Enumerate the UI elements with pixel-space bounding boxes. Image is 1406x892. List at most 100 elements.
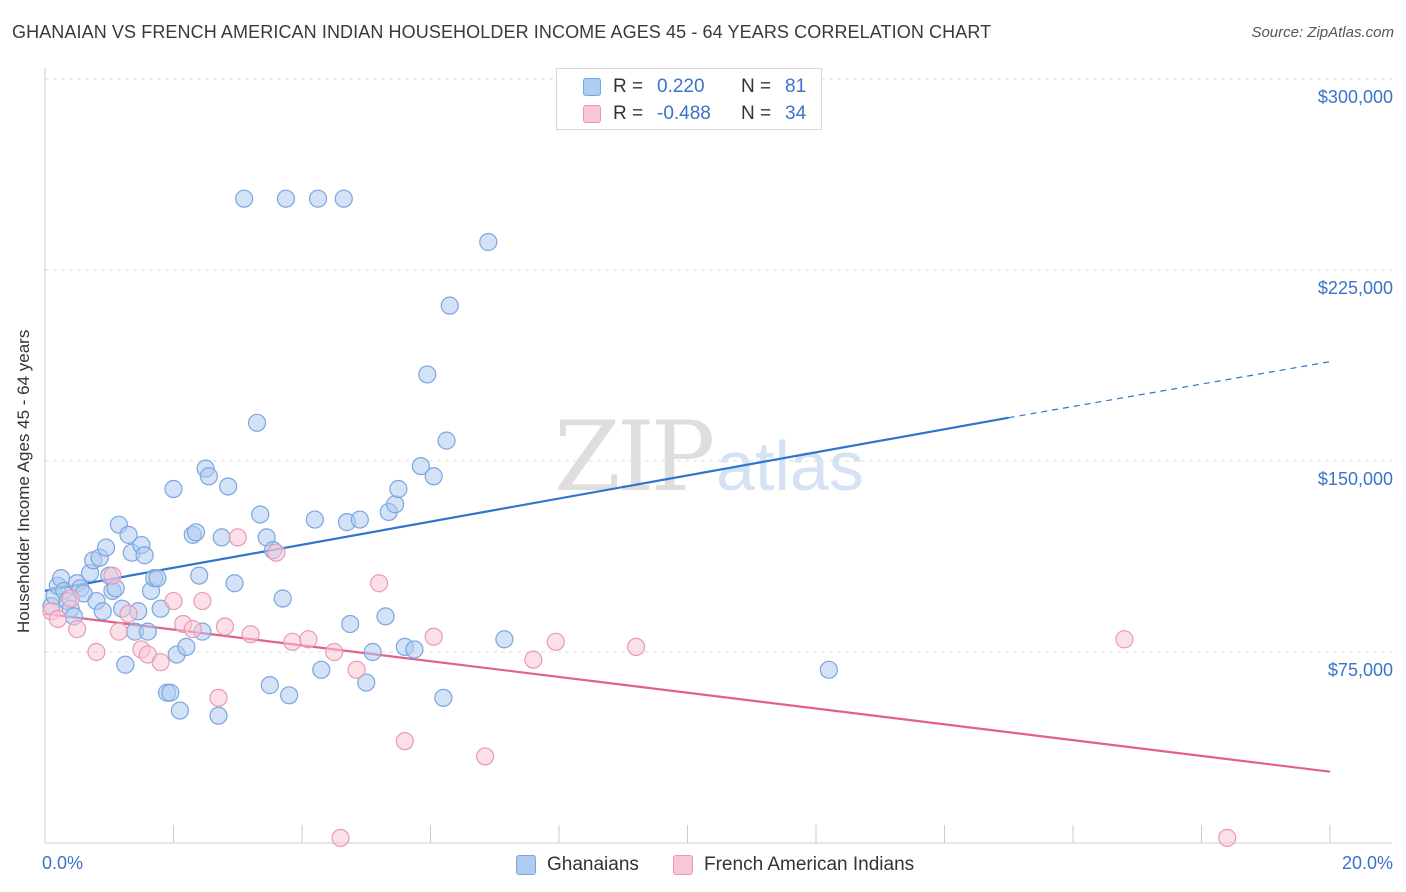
data-point [170,701,190,720]
data-point [495,630,514,649]
y-tick-label: $75,000 [1328,660,1393,680]
data-point [61,589,80,608]
data-point [280,686,299,705]
data-point [164,479,183,499]
data-point [148,569,167,588]
chart-title: GHANAIAN VS FRENCH AMERICAN INDIAN HOUSE… [12,22,992,42]
data-point [440,296,459,315]
series-points-ghanaians [42,189,838,725]
data-point [212,528,231,547]
data-point [1218,828,1237,848]
data-point [411,456,430,476]
data-point [424,467,443,486]
data-point [119,604,138,623]
data-point [151,653,170,672]
data-point [177,637,196,657]
data-point [357,673,376,692]
legend-swatch-french-american-indians [583,105,601,123]
data-point [819,660,838,679]
data-point [424,627,443,646]
watermark: ZIP atlas [554,401,864,513]
series-label-french-american-indians: French American Indians [704,854,915,875]
data-point [199,467,218,486]
legend-n-label: N = [741,76,772,97]
legend-r-label: R = [613,103,644,124]
data-point [267,543,286,562]
data-point [209,706,228,725]
axes [44,68,1392,844]
data-point [363,642,382,662]
data-point [626,637,646,657]
source-label: Source: ZipAtlas.com [1251,24,1394,41]
data-point [418,365,437,384]
data-point [68,619,87,639]
data-point [241,625,260,644]
data-point [260,676,279,695]
data-point [524,650,543,669]
y-tick-label: $300,000 [1318,87,1393,107]
data-point [183,619,202,639]
data-point [164,591,183,611]
data-point [331,828,350,848]
data-point [437,431,456,450]
data-points [42,189,1237,848]
data-point [225,574,244,593]
data-point [109,622,128,641]
data-point [479,232,498,252]
data-point [103,566,122,585]
legend-r-value: -0.488 [657,103,711,124]
data-point [308,189,328,208]
data-point [96,538,116,557]
trend-line-ghanaians [44,416,1009,592]
data-point [186,523,206,542]
trend-line-french-american-indians [44,612,1331,773]
data-point [325,642,344,662]
series-swatch-ghanaians [516,855,536,875]
stats-legend: R = 0.220 N = 81 R = -0.488 N = 34 [556,68,822,130]
data-point [193,591,212,611]
data-point [135,546,154,565]
data-point [312,660,331,679]
data-point [347,660,366,679]
data-point [386,495,405,514]
data-point [119,525,138,544]
y-axis-title: Householder Income Ages 45 - 64 years [14,329,33,633]
data-point [395,732,414,751]
data-point [276,189,296,208]
data-point [93,602,112,621]
y-tick-label: $150,000 [1318,469,1393,489]
series-legend-french-american-indians[interactable]: French American Indians [673,852,914,878]
data-point [434,688,453,707]
series-points-french-american-indians [42,528,1237,848]
data-point [273,589,292,608]
data-point [1115,630,1134,649]
data-point [334,189,353,208]
legend-row-french-american-indians: R = -0.488 N = 34 [583,102,806,126]
x-tick-label-min: 0.0% [42,853,83,873]
data-point [235,189,254,208]
data-point [350,510,369,529]
data-point [228,528,247,547]
legend-r-value: 0.220 [657,76,705,97]
series-label-ghanaians: Ghanaians [547,854,639,875]
data-point [283,632,302,651]
data-point [215,617,234,636]
trend-line-extension [1008,361,1331,419]
y-tick-label: $225,000 [1318,278,1393,298]
legend-swatch-ghanaians [583,78,601,96]
data-point [341,614,360,634]
data-point [219,477,238,496]
series-legend-ghanaians[interactable]: Ghanaians [516,852,639,878]
data-point [476,747,495,766]
data-point [87,642,106,662]
data-point [161,683,180,702]
legend-r-label: R = [613,76,644,97]
data-point [48,609,67,628]
grid-lines [45,78,1392,653]
data-point [376,607,395,626]
legend-n-value: 34 [785,103,807,124]
data-point [190,566,209,585]
data-point [305,510,324,529]
x-tick-label-max: 20.0% [1342,853,1393,873]
